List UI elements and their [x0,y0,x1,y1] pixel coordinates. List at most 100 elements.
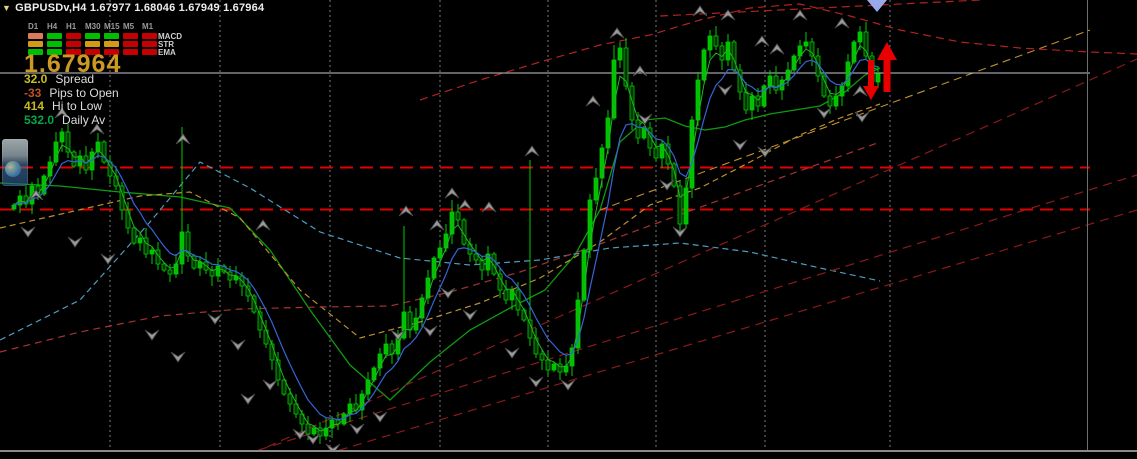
tf-header-M30: M30 [85,22,101,31]
chart-title: ▼ GBPUSDv,H4 1.67977 1.68046 1.67949 1.67… [2,2,264,14]
ma-red-dashed [0,141,881,353]
time-axis[interactable] [0,450,1137,459]
indicator-cell-ema-H1 [66,49,81,55]
current-price-readout: 1.67964 [24,50,122,78]
price-axis[interactable]: 1.685951.683301.680601.677901.675201.672… [1087,0,1137,459]
indicator-cell-ema-M15 [104,49,119,55]
fractal-arrow-up-icon [457,199,473,211]
fractal-arrow-down-icon [230,339,246,351]
ema-mid-blue [13,58,879,421]
fractal-arrow-down-icon [207,313,223,325]
fractal-arrow-up-icon [481,201,497,213]
fractal-arrow-down-icon [528,376,544,388]
fractal-arrow-down-icon [504,347,520,359]
fractal-arrow-up-icon [28,189,44,201]
fractal-arrow-down-icon [462,309,478,321]
stat-spread: 32.0 Spread [24,72,95,86]
indicator-cell-ema-H4 [47,49,62,55]
fractal-arrow-up-icon [792,9,808,21]
fractal-arrow-down-icon [305,433,321,445]
top-red-dashed [659,0,981,17]
fractal-arrow-down-icon [372,411,388,423]
indicator-cell-ema-M1 [142,49,157,55]
stat-pips-to-open: -33 Pips to Open [24,85,119,100]
desktop-widget-thumbnail [2,139,28,186]
indicator-cell-str-M1 [142,41,157,47]
fractal-arrow-down-icon [349,423,365,435]
fractal-arrow-up-icon [852,85,868,97]
fractal-arrow-down-icon [67,236,83,248]
fractal-arrow-down-icon [732,139,748,151]
fan-line-3 [309,209,1137,459]
indicator-cell-str-M5 [123,41,138,47]
price-axis-border [1087,0,1088,451]
fractal-arrow-down-icon [637,113,653,125]
fractal-arrow-down-icon [170,351,186,363]
indicator-cell-macd-M5 [123,33,138,39]
tf-header-M1: M1 [142,22,154,31]
fractal-arrow-down-icon [262,379,278,391]
red-up-arrow-icon [877,42,897,92]
fractal-arrow-up-icon [54,107,70,119]
fractal-arrow-down-icon [240,393,256,405]
fractal-arrow-up-icon [175,133,191,145]
fractal-arrow-up-icon [398,205,414,217]
indicator-cell-ema-M5 [123,49,138,55]
chart-title-text: GBPUSDv,H4 1.67977 1.68046 1.67949 1.679… [15,2,265,14]
fractal-arrow-up-icon [444,187,460,199]
fractal-arrow-down-icon [390,329,406,341]
fractal-arrow-down-icon [672,226,688,238]
fractal-arrow-down-icon [144,329,160,341]
fractal-arrow-down-icon [422,325,438,337]
indicator-cell-str-H1 [66,41,81,47]
ma-slow-green [0,67,881,401]
tf-header-D1: D1 [28,22,39,31]
fractal-arrow-down-icon [440,287,456,299]
fractal-arrow-up-icon [524,145,540,157]
indicator-cell-macd-M15 [104,33,119,39]
fractal-arrow-down-icon [816,107,832,119]
indicator-cell-macd-H1 [66,33,81,39]
fractal-arrow-down-icon [757,146,773,158]
indicator-cell-str-M30 [85,41,100,47]
fractal-arrow-up-icon [429,219,445,231]
indicator-cell-macd-M30 [85,33,100,39]
fractal-arrow-up-icon [692,5,708,17]
fractal-arrow-down-icon [717,84,733,96]
indicator-row-label: STR [158,40,174,49]
indicator-cell-macd-M1 [142,33,157,39]
fractal-arrow-up-icon [754,35,770,47]
fractal-arrow-up-icon [720,9,736,21]
fractal-arrow-down-icon [560,379,576,391]
red-down-arrow-icon [863,60,879,100]
indicator-cell-str-M15 [104,41,119,47]
fractal-arrow-up-icon [769,43,785,55]
fan-line-2 [229,174,1137,459]
fractal-arrow-up-icon [632,65,648,77]
fractal-arrow-down-icon [659,179,675,191]
indicator-row-label: MACD [158,32,182,41]
fractal-arrow-down-icon [20,226,36,238]
tf-header-H1: H1 [66,22,77,31]
arc-red-dashed [419,3,1137,101]
indicator-cell-macd-D1 [28,33,43,39]
tf-header-M15: M15 [104,22,120,31]
indicator-cell-macd-H4 [47,33,62,39]
indicator-row-label: EMA [158,48,176,57]
dropdown-triangle-icon[interactable]: ▼ [2,3,12,13]
trend-gold-dashed [599,29,1091,211]
tf-header-H4: H4 [47,22,58,31]
ema-fast-green [13,44,879,432]
tf-header-M5: M5 [123,22,135,31]
fractal-arrow-up-icon [609,27,625,39]
indicator-cell-ema-M30 [85,49,100,55]
blue-down-arrow-icon [867,0,887,12]
fractal-arrow-up-icon [834,17,850,29]
fractal-arrow-down-icon [854,111,870,123]
stat-hi-to-low: 414 Hi to Low [24,99,103,113]
fan-line-1 [239,58,1137,459]
globe-icon [5,161,21,177]
fractal-arrow-up-icon [255,219,271,231]
